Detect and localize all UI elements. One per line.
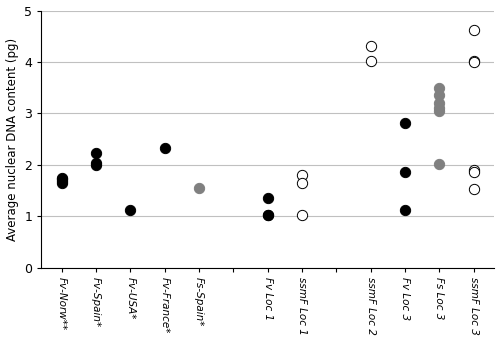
Point [436,161,444,167]
Point [264,195,272,201]
Point [401,120,409,125]
Point [436,100,444,106]
Point [58,180,66,185]
Point [161,146,169,151]
Point [264,212,272,218]
Point [58,176,66,181]
Point [58,178,66,184]
Point [126,207,134,213]
Point [401,170,409,175]
Point [92,162,100,168]
Point [367,43,375,48]
Point [470,187,478,192]
Point [195,185,203,191]
Point [367,58,375,64]
Point [470,170,478,175]
Point [298,180,306,185]
Point [436,92,444,98]
Point [436,85,444,90]
Point [470,59,478,65]
Point [58,175,66,180]
Point [470,27,478,33]
Point [470,58,478,64]
Point [470,167,478,173]
Point [436,105,444,111]
Point [401,207,409,213]
Point [92,160,100,166]
Y-axis label: Average nuclear DNA content (pg): Average nuclear DNA content (pg) [6,37,18,241]
Point [92,151,100,156]
Point [298,212,306,218]
Point [436,108,444,114]
Point [298,172,306,178]
Point [264,212,272,217]
